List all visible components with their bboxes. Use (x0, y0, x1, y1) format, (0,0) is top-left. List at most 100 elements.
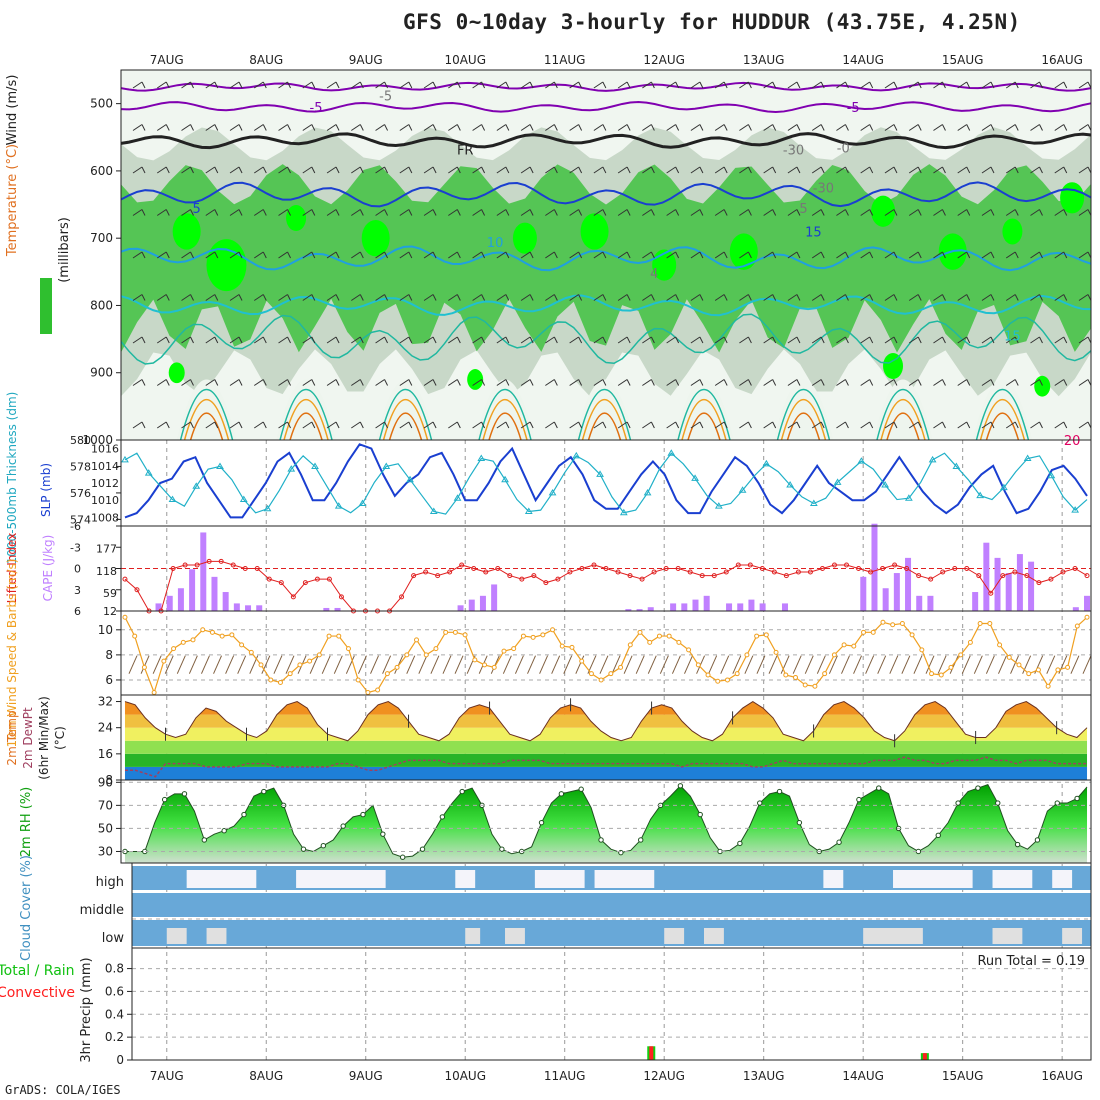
lifted-index-marker (928, 576, 934, 582)
cape-bar (871, 523, 878, 611)
wind-barb-flag (578, 81, 583, 89)
wind-barb (351, 294, 361, 301)
wind-barb-flag (893, 294, 898, 301)
wind-barb (181, 124, 191, 131)
wind-barb (908, 379, 919, 386)
lifted-index-marker (976, 573, 982, 579)
wind-barb-flag (456, 336, 461, 344)
wind-barb-flag (650, 421, 655, 429)
y-tick-label-pressure: 600 (90, 164, 113, 178)
wind-barb (375, 336, 385, 344)
thickness-marker (762, 459, 771, 467)
wind-barb (472, 209, 482, 216)
wind-barb (448, 209, 458, 216)
wind-barb-flag (408, 336, 413, 344)
cape-bar (983, 542, 990, 611)
lifted-index-marker (242, 566, 248, 571)
wind-barb-flag (456, 421, 461, 429)
wind-barb (254, 166, 264, 174)
wind-barb-flag (820, 209, 825, 216)
surface-lobe (574, 379, 635, 440)
ylabel-precip: 3hr Precip (mm) (79, 957, 94, 1062)
y-tick-label-precip: 0 (116, 1053, 124, 1067)
wind-barb (448, 81, 458, 89)
y-tick-label-cape: 177 (96, 542, 117, 555)
wind-barb (642, 336, 652, 344)
rh-marker (955, 800, 961, 806)
wind-barb-flag (141, 209, 146, 216)
wind-speed-marker (686, 647, 692, 653)
wind-barb (593, 124, 604, 131)
wind-barb-flag (384, 379, 389, 386)
wind-barb-flag (456, 166, 461, 174)
y-tick-label-precip: 0.2 (105, 1030, 124, 1044)
wind-barb (1054, 294, 1065, 301)
rh-marker (241, 811, 247, 818)
wind-barb-flag (747, 251, 752, 259)
wind-barb-flag (626, 81, 631, 89)
wind-barb (520, 209, 531, 216)
lifted-index-marker (1060, 569, 1066, 575)
cape-bar (457, 605, 464, 611)
wind-barb (690, 336, 701, 344)
wind-barb-10m (345, 655, 355, 674)
wind-barb (884, 251, 895, 259)
wind-barb-10m (659, 655, 669, 674)
wind-barb-flag (1063, 336, 1068, 344)
thickness-marker (738, 486, 747, 493)
lifted-index-marker (519, 576, 525, 582)
wind-speed-marker (1074, 623, 1080, 629)
lifted-index-marker (182, 562, 188, 568)
wind-barb-flag (1063, 421, 1068, 429)
wind-barb-flag (1014, 421, 1019, 429)
wind-barb (714, 421, 725, 429)
rh-shade-blob (168, 362, 185, 384)
wind-barb (836, 421, 846, 429)
wind-barb-10m (430, 655, 440, 674)
wind-barb-flag (481, 81, 486, 89)
temp-contour-30 (587, 412, 622, 441)
wind-barb-flag (893, 379, 898, 386)
y-tick-label-rh: 30 (98, 844, 113, 858)
x-date-label-bottom: 8AUG (249, 1069, 283, 1083)
wind-barb-flag (578, 294, 583, 301)
cape-bar (1016, 554, 1023, 611)
wind-barb-10m (889, 655, 899, 674)
wind-barb-flag (481, 124, 486, 131)
wind-barb (1054, 81, 1065, 89)
wind-barb (1005, 336, 1016, 344)
wind-barb (860, 379, 870, 386)
wind-barb (860, 81, 870, 89)
wind-barb-10m (261, 655, 271, 674)
wind-barb-flag (917, 251, 922, 259)
wind-barb-flag (820, 336, 825, 344)
wind-speed-marker (248, 649, 254, 655)
contour-label: -30 (783, 143, 804, 158)
cape-bar (468, 599, 475, 611)
thickness-marker (786, 481, 794, 488)
wind-barb-flag (699, 421, 704, 429)
wind-barb-10m (611, 655, 621, 674)
wind-speed-marker (365, 689, 371, 695)
wind-barb (229, 166, 240, 174)
wind-barb-flag (384, 421, 389, 429)
cape-bar (882, 588, 889, 611)
ylabel-celsius: (°C) (53, 726, 67, 750)
wind-barb (448, 379, 458, 386)
rh-marker (757, 800, 763, 806)
wind-barb-flag (190, 421, 194, 429)
wind-speed-marker (958, 652, 964, 658)
wind-barb (472, 421, 482, 429)
wind-barb (908, 81, 919, 89)
wind-barb-10m (152, 655, 162, 674)
lifted-index-marker (459, 562, 465, 568)
x-date-label-bottom: 16AUG (1041, 1069, 1083, 1083)
lifted-index-marker (675, 566, 681, 571)
y-tick-label-cape: 118 (96, 565, 117, 578)
wind-barb (739, 294, 749, 301)
wind-barb (448, 166, 458, 174)
wind-barb-flag (165, 336, 170, 344)
wind-barb-10m (418, 655, 428, 674)
wind-speed-marker (141, 664, 147, 670)
wind-barb (860, 421, 870, 429)
